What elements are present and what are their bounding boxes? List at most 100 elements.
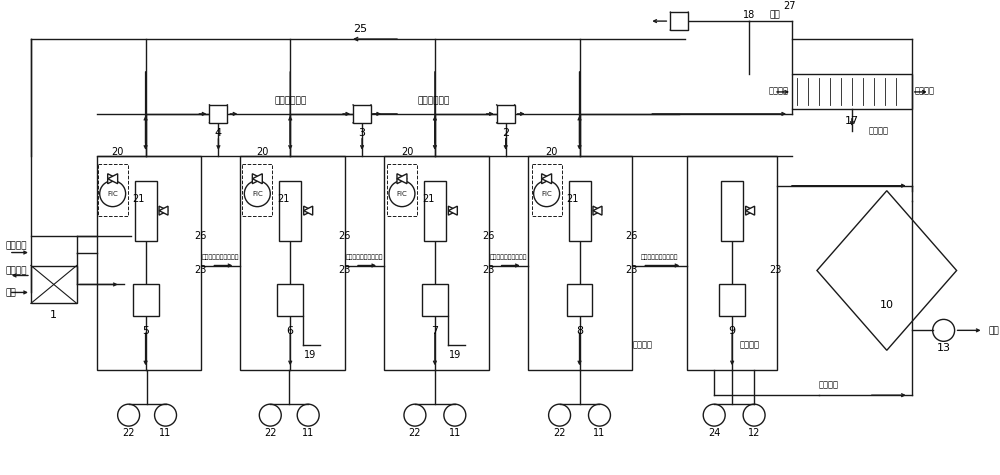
Text: 2: 2 — [502, 128, 509, 138]
Text: 接蒸汽换热器入口管线: 接蒸汽换热器入口管线 — [346, 255, 383, 260]
Text: 蒸汽: 蒸汽 — [769, 10, 780, 19]
Text: 11: 11 — [449, 428, 461, 438]
Bar — [135, 180, 157, 240]
Polygon shape — [448, 206, 457, 215]
Text: 26: 26 — [194, 230, 207, 240]
Text: 接蒸汽换热器入口管线: 接蒸汽换热器入口管线 — [202, 255, 240, 260]
Text: 27: 27 — [783, 1, 795, 11]
Text: 11: 11 — [302, 428, 314, 438]
Bar — [721, 180, 743, 240]
Bar — [209, 105, 227, 123]
Polygon shape — [304, 206, 313, 215]
Text: 9: 9 — [729, 326, 736, 336]
Bar — [240, 156, 345, 370]
Text: 23: 23 — [194, 266, 207, 276]
Text: 23: 23 — [338, 266, 350, 276]
Text: FIC: FIC — [107, 190, 118, 197]
Text: 接蒸汽换热器入口管线: 接蒸汽换热器入口管线 — [641, 255, 679, 260]
Polygon shape — [746, 206, 755, 215]
Text: 工艺凝液: 工艺凝液 — [739, 341, 759, 350]
Bar — [98, 164, 128, 216]
Text: 3: 3 — [359, 128, 366, 138]
Text: FIC: FIC — [397, 190, 407, 197]
Bar — [719, 285, 745, 316]
Text: 20: 20 — [401, 147, 413, 157]
Text: 25: 25 — [353, 24, 367, 34]
Bar — [569, 180, 591, 240]
Text: 20: 20 — [111, 147, 124, 157]
Text: 6: 6 — [287, 326, 294, 336]
Bar — [567, 285, 592, 316]
Text: 18: 18 — [743, 10, 755, 20]
Text: FIC: FIC — [252, 190, 263, 197]
Text: 进料: 进料 — [6, 288, 17, 297]
Polygon shape — [108, 174, 118, 184]
Bar — [532, 164, 562, 216]
Polygon shape — [252, 174, 262, 184]
Text: 10: 10 — [880, 300, 894, 310]
Text: 工艺凝液: 工艺凝液 — [819, 381, 839, 390]
Polygon shape — [252, 174, 262, 184]
Text: 22: 22 — [409, 428, 421, 438]
Text: FIC: FIC — [541, 190, 552, 197]
Polygon shape — [108, 174, 118, 184]
Text: 4: 4 — [215, 128, 222, 138]
Text: 22: 22 — [122, 428, 135, 438]
Text: 工艺凝液: 工艺凝液 — [632, 341, 652, 350]
Bar — [387, 164, 417, 216]
Polygon shape — [397, 174, 407, 184]
Polygon shape — [448, 206, 457, 215]
Bar — [670, 12, 688, 30]
Text: 21: 21 — [422, 194, 434, 204]
Polygon shape — [593, 206, 602, 215]
Bar — [422, 285, 448, 316]
Text: 20: 20 — [545, 147, 558, 157]
Bar — [97, 156, 201, 370]
Polygon shape — [159, 206, 168, 215]
Text: 5: 5 — [142, 326, 149, 336]
Bar — [133, 285, 159, 316]
Polygon shape — [542, 174, 552, 184]
Text: 21: 21 — [277, 194, 290, 204]
Text: 接蒸汽换热器入口管线: 接蒸汽换热器入口管线 — [489, 255, 527, 260]
Bar — [242, 164, 272, 216]
Bar — [792, 74, 912, 109]
Text: 产品: 产品 — [989, 326, 999, 335]
Text: 21: 21 — [133, 194, 145, 204]
Text: 24: 24 — [708, 428, 720, 438]
Text: 冷却上水: 冷却上水 — [769, 86, 789, 95]
Bar — [687, 156, 777, 370]
Text: 23: 23 — [482, 266, 494, 276]
Polygon shape — [593, 206, 602, 215]
Text: 17: 17 — [845, 116, 859, 126]
Text: 23: 23 — [769, 266, 781, 276]
Text: 22: 22 — [264, 428, 277, 438]
Polygon shape — [397, 174, 407, 184]
Polygon shape — [746, 206, 755, 215]
Bar — [353, 105, 371, 123]
Polygon shape — [542, 174, 552, 184]
Text: 19: 19 — [304, 350, 316, 361]
Text: 7: 7 — [431, 326, 438, 336]
Bar — [277, 285, 303, 316]
Text: 1: 1 — [50, 310, 57, 320]
Text: 二次蒸汽凝液: 二次蒸汽凝液 — [418, 96, 450, 105]
Text: 蒸汽凝液: 蒸汽凝液 — [6, 266, 27, 275]
Text: 26: 26 — [625, 230, 638, 240]
Text: 新鲜蒸汽: 新鲜蒸汽 — [6, 241, 27, 250]
Text: 26: 26 — [482, 230, 494, 240]
Text: 26: 26 — [338, 230, 350, 240]
Text: 二次蒸汽凝液: 二次蒸汽凝液 — [274, 96, 306, 105]
Bar — [31, 266, 77, 304]
Polygon shape — [304, 206, 313, 215]
Bar — [384, 156, 489, 370]
Text: 20: 20 — [256, 147, 268, 157]
Text: 12: 12 — [748, 428, 760, 438]
Text: 13: 13 — [937, 343, 951, 353]
Text: 22: 22 — [553, 428, 566, 438]
Bar — [528, 156, 632, 370]
Text: 21: 21 — [567, 194, 579, 204]
Bar — [497, 105, 515, 123]
Polygon shape — [159, 206, 168, 215]
Text: 工艺凝液: 工艺凝液 — [869, 126, 889, 135]
